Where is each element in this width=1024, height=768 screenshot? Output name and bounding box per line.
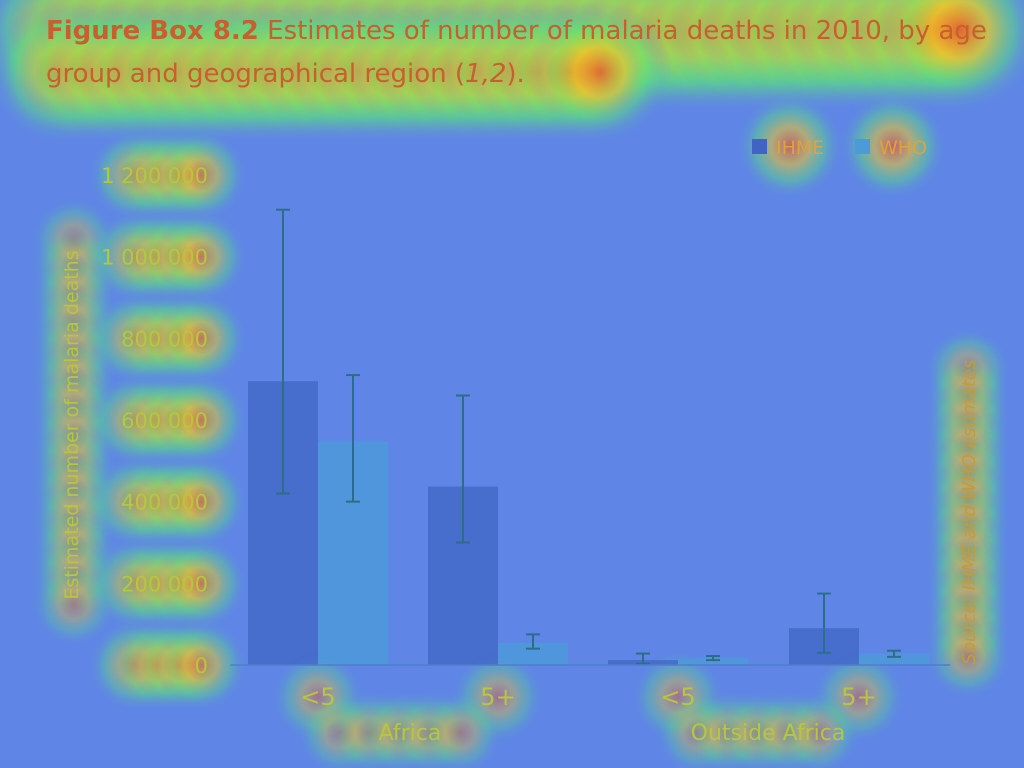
bar-who-2 [678,658,748,665]
error-bar-layer [276,208,901,665]
x-category-label: 5+ [841,683,876,711]
x-group-label: Africa [379,721,442,746]
legend: IHME WHO [752,137,927,159]
y-axis-label: Estimated number of malaria deaths [61,250,83,599]
bar-who-3 [859,653,929,665]
y-tick-label: 0 [195,654,208,678]
figure-title-end: ). [506,59,525,89]
legend-label-who: WHO [879,137,927,159]
figure-label: Figure Box 8.2 [46,16,259,46]
legend-swatch-ihme [752,139,767,154]
y-tick-label: 800 000 [121,327,208,351]
y-tick-label: 600 000 [121,409,208,433]
figure-references: 1,2 [465,59,507,89]
x-axis-category-labels: <5 5+ <5 5+ Africa Outside Africa [300,683,876,746]
y-tick-label: 1 200 000 [101,164,208,188]
figure-title: Figure Box 8.2 Estimates of number of ma… [46,10,996,96]
bar-who-1 [498,642,568,665]
y-axis-ticks: 0 200 000 400 000 600 000 800 000 1 000 000 1 … [101,164,208,678]
x-group-label: Outside Africa [691,721,846,746]
figure-title-text: Estimates of number of malaria deaths in… [46,16,987,89]
y-tick-label: 400 000 [121,491,208,515]
source-note: Source: IHME and WHO estimates [959,360,980,665]
x-category-label: <5 [300,683,335,711]
y-tick-label: 1 000 000 [101,246,208,270]
legend-swatch-who [855,139,870,154]
x-category-label: <5 [660,683,695,711]
x-category-label: 5+ [480,683,515,711]
legend-label-ihme: IHME [776,137,824,159]
y-tick-label: 200 000 [121,572,208,596]
bar-layer [248,381,929,665]
